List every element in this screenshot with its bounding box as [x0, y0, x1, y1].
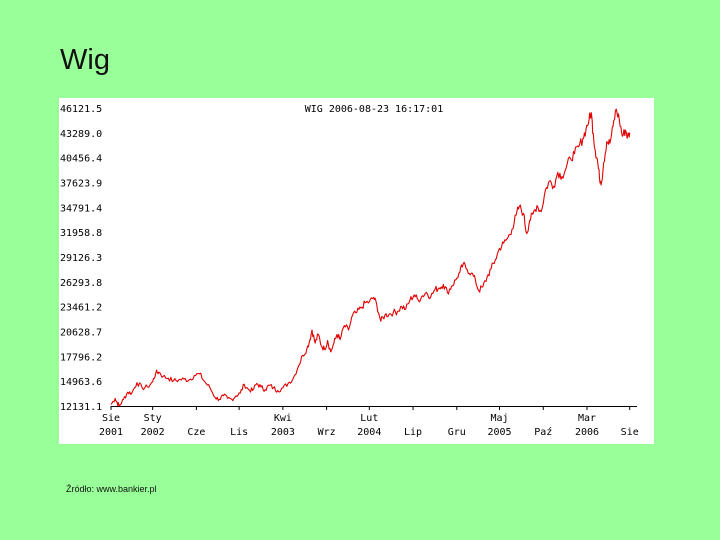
wig-line-chart: WIG 2006-08-23 16:17:01 46121.5 43289.0 40…: [60, 104, 639, 438]
x-tick-label-month: Mar: [578, 413, 596, 424]
series-line-wig: [110, 108, 631, 407]
y-tick-label: 37623.9: [60, 179, 102, 190]
y-tick-label: 40456.4: [60, 154, 102, 165]
chart-frame: WIG 2006-08-23 16:17:01 46121.5 43289.0 40…: [59, 98, 654, 444]
x-tick-label: Paź: [534, 426, 552, 438]
y-tick-label: 26293.8: [60, 278, 102, 289]
x-tick-label: Cze: [187, 427, 205, 438]
y-tick-label: 43289.0: [60, 129, 102, 140]
x-tick-label: 2003: [271, 427, 295, 438]
x-tick-label: 2006: [575, 427, 599, 438]
x-tick-label: 2005: [487, 427, 511, 438]
x-tick-label: Lip: [404, 427, 422, 438]
source-note: Źródło: www.bankier.pl: [66, 484, 157, 494]
y-tick-label: 14963.6: [60, 377, 102, 388]
x-tick-label: 2002: [141, 427, 165, 438]
y-tick-label: 23461.2: [60, 303, 102, 314]
y-tick-label: 20628.7: [60, 328, 102, 339]
x-tick-label: 2004: [357, 427, 381, 438]
slide-title: Wig: [60, 44, 110, 76]
x-tick-label: Wrz: [318, 427, 336, 438]
x-tick-label-month: Maj: [490, 413, 508, 424]
x-tick-label: Gru: [448, 427, 466, 438]
x-tick-label: 2001: [99, 427, 123, 438]
y-tick-label: 17796.2: [60, 352, 102, 363]
x-tick-label-month: Lut: [360, 413, 378, 424]
y-tick-label: 31958.8: [60, 228, 102, 239]
y-tick-label: 46121.5: [60, 104, 102, 115]
y-tick-label: 34791.4: [60, 203, 102, 214]
x-tick-label: Sie: [621, 427, 639, 438]
x-tick-label-month: Kwi: [274, 413, 292, 424]
x-tick-label-month: Sty: [144, 413, 162, 424]
x-tick-label: Lis: [230, 427, 248, 438]
y-tick-label: 12131.1: [60, 402, 102, 413]
chart-title: WIG 2006-08-23 16:17:01: [305, 104, 443, 115]
x-tick-label-month: Sie: [102, 413, 120, 424]
y-tick-label: 29126.3: [60, 253, 102, 264]
